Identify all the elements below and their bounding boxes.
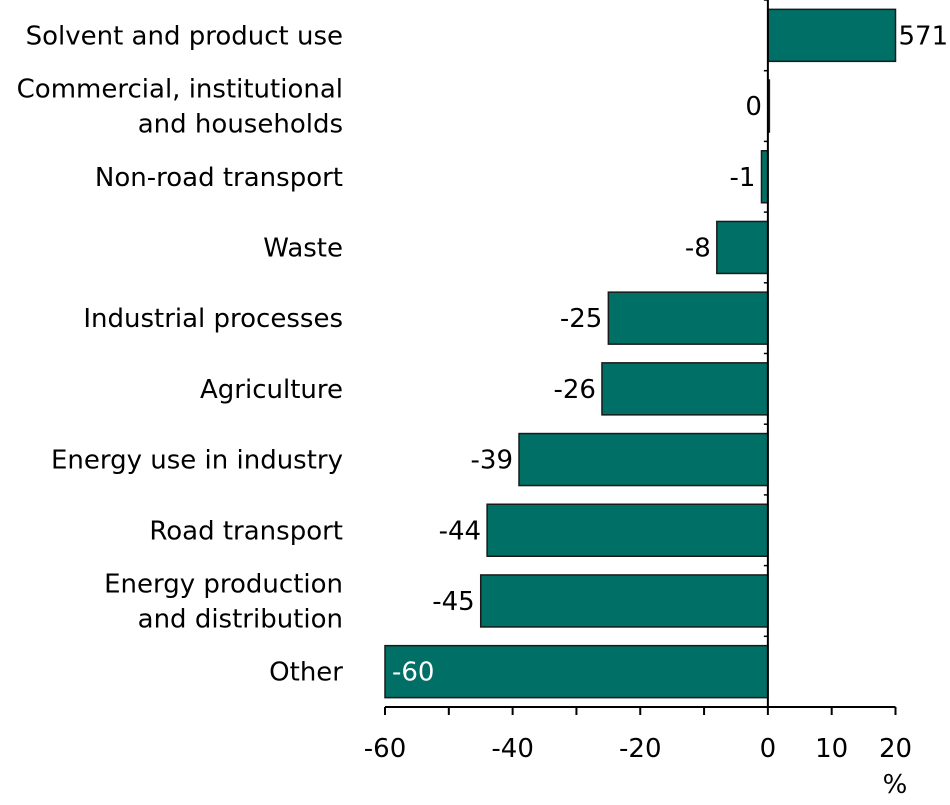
- category-label: Other: [269, 658, 343, 688]
- value-label: -39: [471, 446, 513, 476]
- x-tick-label: 0: [760, 734, 777, 764]
- x-tick-label: -60: [364, 734, 406, 764]
- category-label: Non-road transport: [95, 163, 343, 193]
- axes: -60 -40 -20 0 10 20: [364, 0, 912, 764]
- category-label: Waste: [263, 233, 343, 263]
- value-label: -45: [432, 587, 474, 617]
- category-label: Energy production and distribution: [104, 569, 343, 634]
- category-label: Industrial processes: [83, 304, 343, 334]
- value-label: -44: [439, 516, 481, 546]
- bar: [518, 432, 769, 487]
- category-label: Agriculture: [200, 375, 343, 405]
- category-label: Road transport: [149, 516, 343, 546]
- bars: [384, 8, 897, 699]
- x-tick-label: 10: [815, 734, 848, 764]
- value-label: -60: [392, 658, 434, 688]
- x-tick-label: 20: [879, 734, 912, 764]
- bar: [384, 644, 769, 699]
- bar: [767, 8, 897, 63]
- bar: [716, 220, 769, 275]
- value-label: -25: [560, 304, 602, 334]
- bar: [479, 574, 769, 628]
- x-axis-label: %: [883, 770, 908, 800]
- value-label: -8: [685, 233, 711, 263]
- x-tick-label: -20: [619, 734, 661, 764]
- value-label: 571: [899, 21, 949, 51]
- bar: [601, 362, 769, 416]
- category-label: Solvent and product use: [26, 21, 343, 51]
- value-label: -26: [553, 375, 595, 405]
- x-tick-label: -40: [491, 734, 533, 764]
- category-label: Energy use in industry: [51, 446, 343, 476]
- value-labels: 571 0 -1 -8 -25 -26 -39 -44 -45 -60: [392, 21, 948, 687]
- bar: [486, 503, 769, 557]
- value-label: 0: [745, 92, 762, 122]
- category-label: Commercial, institutional and households: [17, 75, 343, 140]
- bar: [607, 291, 769, 345]
- value-label: -1: [730, 163, 756, 193]
- category-labels: Solvent and product use Commercial, insti…: [17, 21, 344, 687]
